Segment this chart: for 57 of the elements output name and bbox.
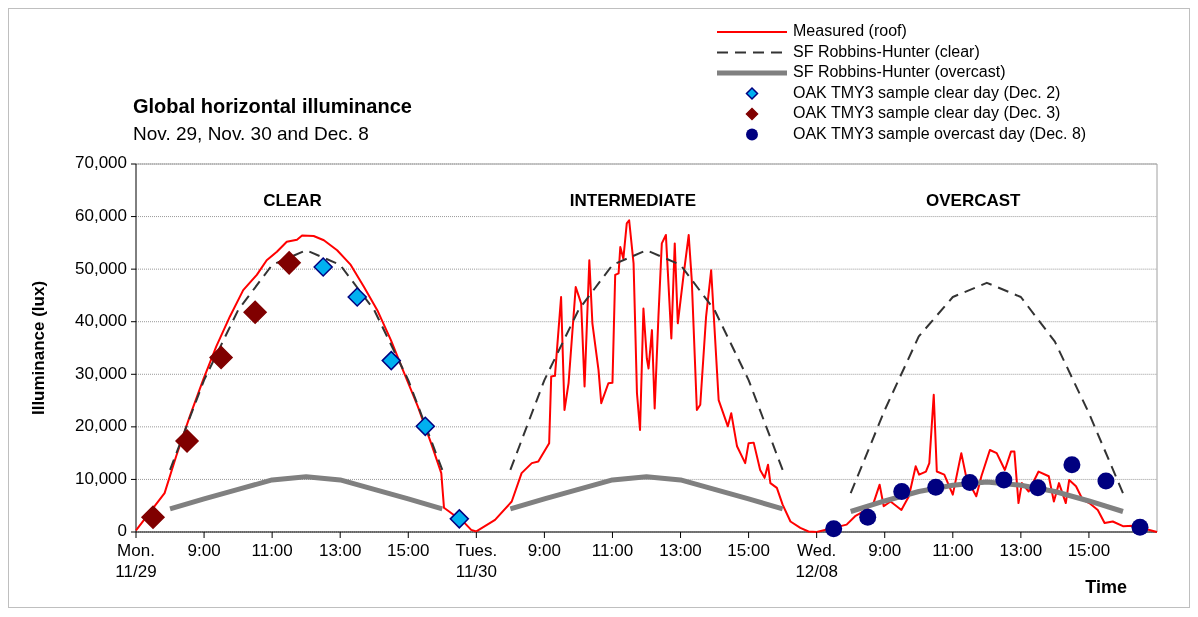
x-tick-label: Tues. 11/30 <box>455 541 498 581</box>
y-tick-label: 0 <box>117 521 127 541</box>
legend-label: OAK TMY3 sample overcast day (Dec. 8) <box>793 124 1087 142</box>
legend-label: OAK TMY3 sample clear day (Dec. 3) <box>793 104 1061 122</box>
annotation: OVERCAST <box>925 191 1022 210</box>
x-tick-label: 9:00 <box>868 541 902 560</box>
point <box>277 251 301 275</box>
point <box>859 508 877 526</box>
point <box>1131 518 1149 536</box>
point <box>927 478 945 496</box>
y-axis-title: Illuminance (lux) <box>29 280 48 416</box>
x-axis-title: Time <box>1085 577 1127 597</box>
point <box>893 483 911 501</box>
point <box>141 505 165 530</box>
point <box>961 474 979 492</box>
y-tick-label: 30,000 <box>75 363 127 383</box>
legend-label: SF Robbins-Hunter (clear) <box>793 42 980 60</box>
x-tick-label: 13:00 <box>999 541 1043 560</box>
point <box>1097 472 1115 490</box>
x-tick-label: 11:00 <box>932 541 974 560</box>
legend-label: SF Robbins-Hunter (overcast) <box>793 63 1006 81</box>
point <box>243 300 267 324</box>
point <box>347 287 367 307</box>
point <box>415 416 436 437</box>
point <box>209 345 233 370</box>
x-tick-label: 15:00 <box>1067 541 1111 560</box>
point <box>313 257 333 277</box>
x-tick-label: Wed. 12/08 <box>795 541 838 581</box>
x-tick-label: 13:00 <box>659 541 702 560</box>
y-tick-label: 70,000 <box>75 153 127 173</box>
annotation: INTERMEDIATE <box>569 191 697 210</box>
line-series <box>169 249 444 471</box>
y-tick-label: 50,000 <box>75 258 127 278</box>
chart-subtitle: Nov. 29, Nov. 30 and Dec. 8 <box>133 123 369 144</box>
x-tick-label: 15:00 <box>727 541 770 560</box>
x-tick-label: 9:00 <box>187 541 221 560</box>
y-tick-label: 20,000 <box>75 416 127 436</box>
point <box>1029 479 1047 497</box>
y-tick-label: 10,000 <box>75 468 127 488</box>
point <box>1063 456 1081 474</box>
point <box>825 520 843 538</box>
y-tick-label: 40,000 <box>75 311 127 331</box>
y-tick-label: 60,000 <box>75 206 127 226</box>
point <box>449 509 470 529</box>
annotation: CLEAR <box>263 191 322 210</box>
x-tick-label: 15:00 <box>386 541 430 560</box>
x-tick-label: Mon. 11/29 <box>115 541 157 581</box>
x-tick-label: 13:00 <box>318 541 362 560</box>
legend-label: OAK TMY3 sample clear day (Dec. 2) <box>793 83 1061 101</box>
x-tick-label: 9:00 <box>527 541 561 560</box>
x-tick-label: 11:00 <box>591 541 634 560</box>
point <box>381 350 401 371</box>
legend-label: Measured (roof) <box>793 22 907 40</box>
chart-title: Global horizontal illuminance <box>133 95 412 117</box>
x-tick-label: 11:00 <box>251 541 293 560</box>
point <box>995 471 1013 489</box>
point <box>175 429 199 453</box>
